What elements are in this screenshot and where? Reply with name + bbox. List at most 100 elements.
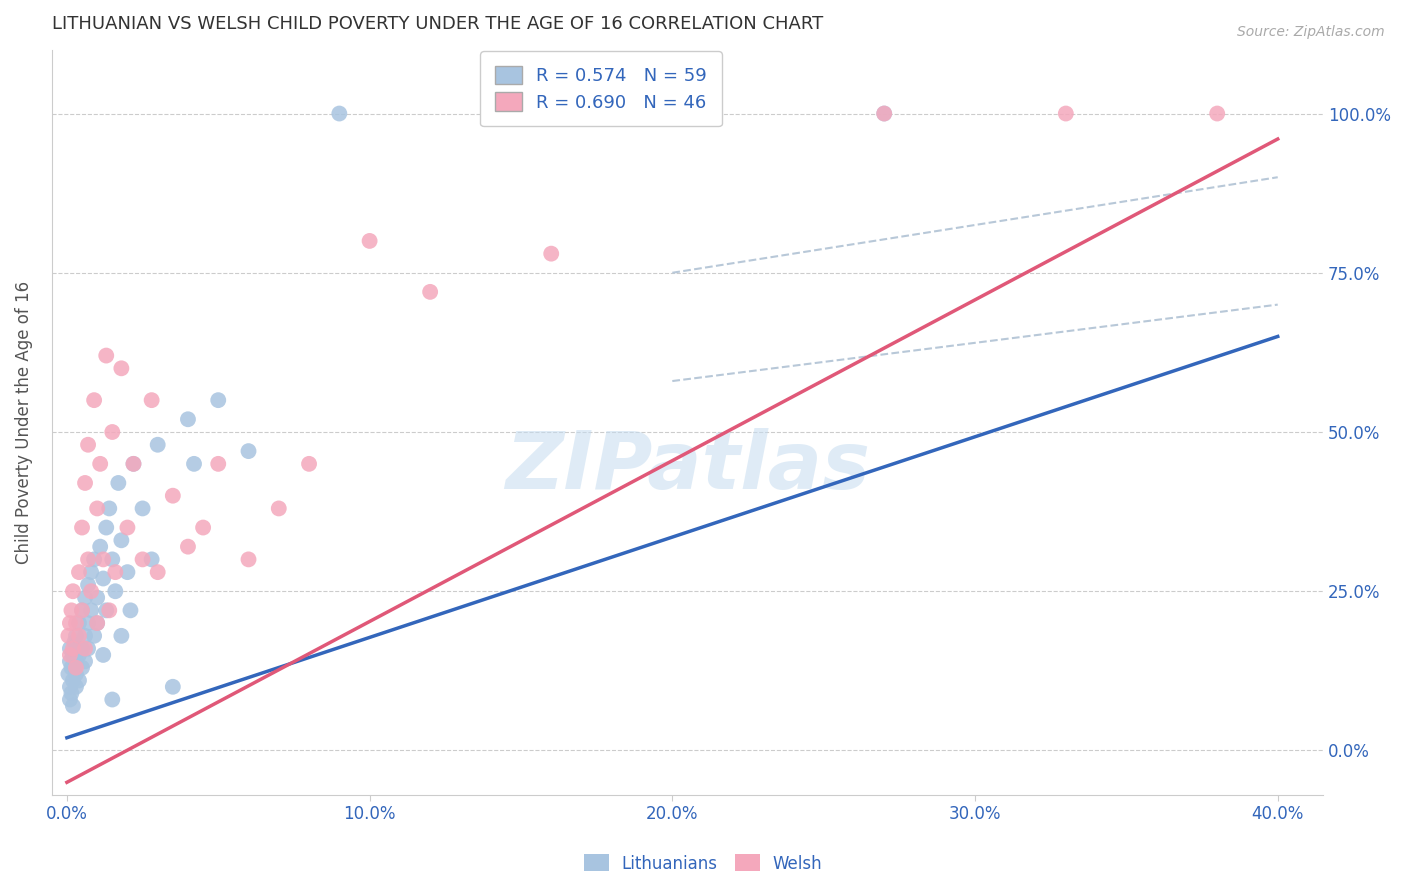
Point: [191, 520, 214, 534]
Point: [62, 698, 84, 713]
Point: [80, 584, 103, 599]
Point: [177, 412, 200, 426]
Point: [65, 667, 87, 681]
Point: [73, 641, 96, 656]
Point: [62, 673, 84, 688]
Point: [73, 475, 96, 490]
Point: [83, 629, 105, 643]
Point: [59, 680, 82, 694]
Point: [63, 635, 86, 649]
Point: [117, 520, 139, 534]
Point: [83, 393, 105, 408]
Point: [86, 501, 108, 516]
Point: [70, 603, 93, 617]
Point: [122, 457, 145, 471]
Point: [60, 686, 83, 700]
Point: [77, 578, 100, 592]
Point: [73, 629, 96, 643]
Point: [77, 641, 100, 656]
Point: [692, 106, 714, 120]
Point: [117, 565, 139, 579]
Point: [77, 438, 100, 452]
Point: [101, 425, 124, 439]
Point: [65, 661, 87, 675]
Point: [67, 673, 90, 688]
Point: [91, 572, 114, 586]
Point: [67, 629, 90, 643]
Point: [141, 393, 163, 408]
Point: [298, 457, 321, 471]
Point: [70, 661, 93, 675]
Point: [86, 591, 108, 605]
Point: [67, 648, 90, 662]
Point: [58, 629, 80, 643]
Point: [65, 654, 87, 668]
Point: [65, 680, 87, 694]
Legend: Lithuanians, Welsh: Lithuanians, Welsh: [576, 847, 830, 880]
Point: [177, 540, 200, 554]
Point: [67, 565, 90, 579]
Text: ZIPatlas: ZIPatlas: [505, 428, 870, 506]
Point: [104, 584, 127, 599]
Point: [59, 648, 82, 662]
Point: [207, 457, 229, 471]
Point: [359, 234, 381, 248]
Point: [86, 616, 108, 631]
Point: [1054, 106, 1077, 120]
Point: [83, 552, 105, 566]
Point: [70, 603, 93, 617]
Point: [267, 501, 290, 516]
Point: [96, 520, 118, 534]
Point: [89, 457, 111, 471]
Y-axis label: Child Poverty Under the Age of 16: Child Poverty Under the Age of 16: [15, 281, 32, 564]
Point: [162, 489, 184, 503]
Point: [60, 603, 83, 617]
Point: [80, 603, 103, 617]
Point: [67, 616, 90, 631]
Point: [104, 565, 127, 579]
Point: [107, 475, 129, 490]
Point: [146, 438, 169, 452]
Point: [77, 616, 100, 631]
Point: [60, 661, 83, 675]
Point: [98, 603, 121, 617]
Point: [91, 648, 114, 662]
Point: [183, 457, 205, 471]
Point: [70, 520, 93, 534]
Point: [540, 246, 562, 260]
Point: [110, 629, 132, 643]
Point: [873, 106, 896, 120]
Point: [162, 680, 184, 694]
Point: [62, 584, 84, 599]
Point: [238, 444, 260, 458]
Point: [59, 654, 82, 668]
Point: [91, 552, 114, 566]
Point: [328, 106, 350, 120]
Point: [77, 552, 100, 566]
Point: [96, 349, 118, 363]
Point: [59, 616, 82, 631]
Point: [120, 603, 142, 617]
Point: [86, 616, 108, 631]
Point: [110, 533, 132, 548]
Point: [141, 552, 163, 566]
Point: [89, 540, 111, 554]
Point: [101, 692, 124, 706]
Legend: R = 0.574   N = 59, R = 0.690   N = 46: R = 0.574 N = 59, R = 0.690 N = 46: [481, 52, 721, 126]
Point: [96, 603, 118, 617]
Point: [101, 552, 124, 566]
Point: [131, 552, 153, 566]
Point: [238, 552, 260, 566]
Text: Source: ZipAtlas.com: Source: ZipAtlas.com: [1237, 25, 1385, 39]
Point: [146, 565, 169, 579]
Point: [73, 654, 96, 668]
Point: [1206, 106, 1229, 120]
Point: [131, 501, 153, 516]
Point: [73, 591, 96, 605]
Point: [207, 393, 229, 408]
Point: [62, 641, 84, 656]
Point: [419, 285, 441, 299]
Point: [59, 641, 82, 656]
Point: [873, 106, 896, 120]
Point: [65, 616, 87, 631]
